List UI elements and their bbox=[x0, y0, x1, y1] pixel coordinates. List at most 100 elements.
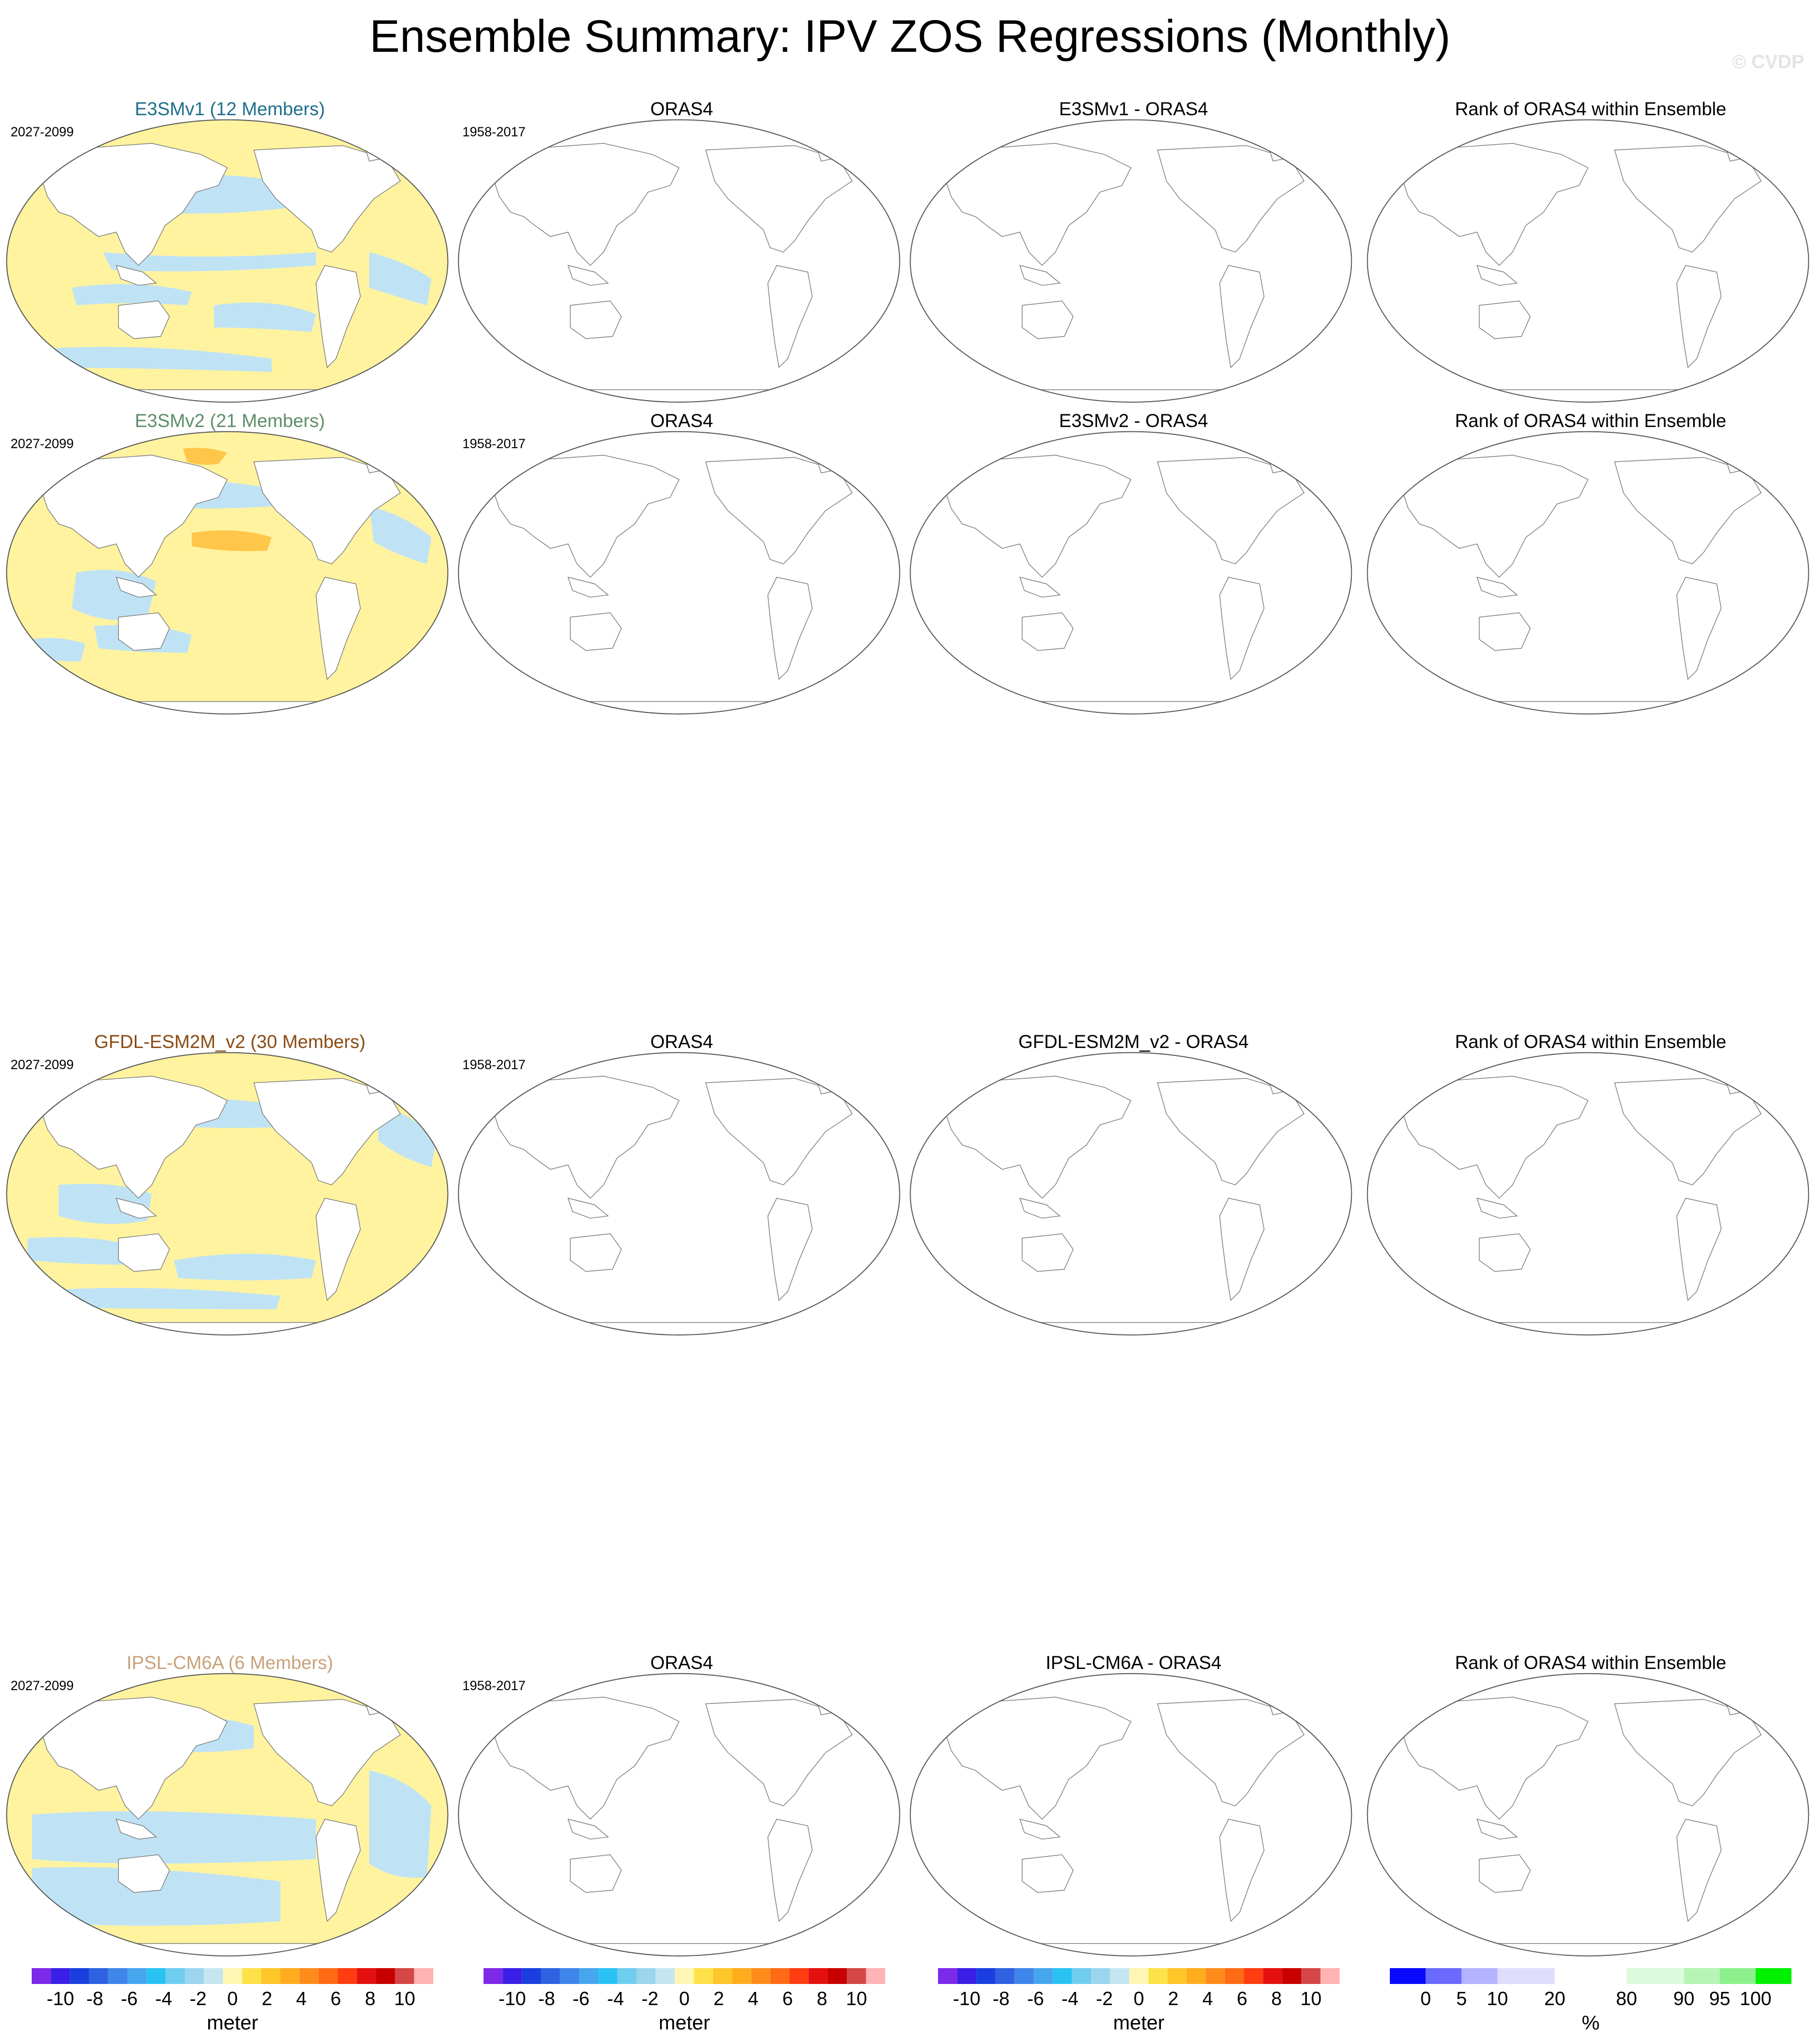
panel-title: E3SMv2 (21 Members) bbox=[135, 411, 325, 431]
australia-landmass bbox=[118, 612, 170, 651]
north-america-landmass bbox=[1614, 1078, 1762, 1185]
colorbar-unit: meter bbox=[207, 2012, 258, 2034]
rank-panel: Rank of ORAS4 within Ensemble bbox=[1366, 410, 1815, 721]
panel-title: GFDL-ESM2M_v2 - ORAS4 bbox=[1018, 1032, 1249, 1052]
colorbar-swatch bbox=[1320, 1968, 1340, 1984]
colorbar-swatch bbox=[694, 1968, 713, 1984]
colorbar-tick-label: 8 bbox=[365, 1988, 376, 2009]
australia-landmass bbox=[570, 1854, 622, 1893]
colorbar-swatch bbox=[1167, 1968, 1187, 1984]
australia-landmass bbox=[570, 300, 622, 339]
map-border bbox=[6, 1673, 449, 1956]
maritime-continent bbox=[1019, 265, 1061, 286]
colorbar-swatch bbox=[1684, 1968, 1720, 1984]
negative-anomaly-region bbox=[32, 347, 272, 372]
negative-anomaly-region bbox=[72, 284, 192, 305]
maritime-continent bbox=[567, 1198, 609, 1219]
panel-title: ORAS4 bbox=[650, 1653, 713, 1673]
negative-anomaly-region bbox=[369, 252, 432, 305]
colorbar-swatch bbox=[522, 1968, 541, 1984]
colorbar-tick-label: -10 bbox=[498, 1988, 526, 2009]
north-america-landmass bbox=[1614, 457, 1762, 564]
colorbar-swatch bbox=[376, 1968, 395, 1984]
map-border bbox=[6, 431, 449, 715]
colorbar-swatch bbox=[674, 1968, 694, 1984]
antarctica-landmass bbox=[992, 389, 1270, 402]
antarctica-landmass bbox=[540, 1322, 818, 1335]
colorbar-swatch bbox=[598, 1968, 618, 1984]
map-border bbox=[458, 1052, 900, 1336]
antarctica-landmass bbox=[88, 389, 366, 402]
panel-period: 1958-2017 bbox=[462, 125, 526, 140]
colorbar-tick-label: 4 bbox=[296, 1988, 307, 2009]
colorbar-graphic: 0 5 10 20 80 90 95 100 bbox=[1390, 1968, 1791, 2009]
colorbar-swatch bbox=[1205, 1968, 1225, 1984]
robinson-map bbox=[909, 1673, 1352, 1956]
panel-period: 2027-2099 bbox=[11, 125, 74, 140]
colorbar-tick-label: -6 bbox=[121, 1988, 138, 2009]
north-america-landmass bbox=[705, 145, 853, 253]
antarctica-landmass bbox=[540, 389, 818, 402]
map-border bbox=[458, 119, 900, 403]
maritime-continent bbox=[115, 1819, 157, 1840]
colorbar-swatch bbox=[1014, 1968, 1034, 1984]
colorbar-swatch bbox=[655, 1968, 675, 1984]
colorbar-swatch bbox=[636, 1968, 656, 1984]
colorbar-tick-label: 8 bbox=[817, 1988, 828, 2009]
south-america-landmass bbox=[315, 265, 361, 368]
colorbar-swatch bbox=[1390, 1968, 1426, 1984]
colorbar-tick-label: -8 bbox=[86, 1988, 103, 2009]
colorbar-tick-label: -4 bbox=[1062, 1988, 1079, 2009]
antarctica-landmass bbox=[992, 1943, 1270, 1956]
colorbar-swatch bbox=[579, 1968, 599, 1984]
antarctica-landmass bbox=[1449, 389, 1727, 402]
south-america-landmass bbox=[767, 1198, 813, 1301]
colorbar-tick-label: 5 bbox=[1456, 1988, 1467, 2009]
colorbar-swatch bbox=[1129, 1968, 1149, 1984]
ensemble-panel: GFDL-ESM2M_v2 (30 Members) 2027-2099 bbox=[5, 1031, 454, 1342]
colorbar-swatch bbox=[1072, 1968, 1091, 1984]
south-america-landmass bbox=[767, 1819, 813, 1922]
asia-landmass bbox=[944, 1075, 1131, 1199]
colorbar-swatch bbox=[751, 1968, 770, 1984]
positive-anomaly-region bbox=[138, 1772, 272, 1785]
australia-landmass bbox=[570, 612, 622, 651]
robinson-map bbox=[909, 119, 1352, 403]
colorbar-swatch bbox=[242, 1968, 262, 1984]
colorbar-tick-label: 100 bbox=[1740, 1988, 1771, 2009]
colorbar-tick-label: 90 bbox=[1673, 1988, 1694, 2009]
colorbar-swatch bbox=[1497, 1968, 1555, 1984]
colorbar-swatch bbox=[89, 1968, 108, 1984]
colorbar-unit: meter bbox=[658, 2012, 710, 2034]
colorbar-swatch bbox=[146, 1968, 166, 1984]
colorbar-swatch bbox=[222, 1968, 243, 1984]
south-america-landmass bbox=[1219, 1819, 1265, 1922]
colorbar-graphic: -10 -8 -6 -4 -2 0 2 4 6 8 10 bbox=[32, 1968, 433, 2009]
meter-colorbar-obs: -10 -8 -6 -4 -2 0 2 4 6 8 10 meter bbox=[478, 1966, 890, 2040]
maritime-continent bbox=[1476, 577, 1518, 598]
panel-title: E3SMv1 (12 Members) bbox=[135, 99, 325, 119]
asia-landmass bbox=[944, 143, 1131, 266]
robinson-map bbox=[1367, 431, 1809, 715]
australia-landmass bbox=[1479, 1854, 1531, 1893]
negative-anomaly-region bbox=[378, 1105, 436, 1167]
panel-title: E3SMv2 - ORAS4 bbox=[1058, 411, 1209, 431]
asia-landmass bbox=[492, 455, 680, 578]
map-border bbox=[458, 1673, 900, 1956]
antarctica-landmass bbox=[540, 1943, 818, 1956]
colorbar-swatch bbox=[108, 1968, 127, 1984]
colorbar-swatch bbox=[1555, 1968, 1627, 1984]
maritime-continent bbox=[115, 577, 157, 598]
north-america-landmass bbox=[705, 1699, 853, 1806]
colorbar-tick-label: 10 bbox=[1487, 1988, 1508, 2009]
colorbar-swatch bbox=[338, 1968, 357, 1984]
colorbar-swatch bbox=[165, 1968, 185, 1984]
antarctica-landmass bbox=[540, 701, 818, 714]
ensemble-panel: E3SMv2 (21 Members) 2027-2099 bbox=[5, 410, 454, 721]
colorbar-swatch bbox=[976, 1968, 996, 1984]
colorbar-swatch bbox=[203, 1968, 223, 1984]
asia-landmass bbox=[492, 1075, 680, 1199]
colorbar-swatch bbox=[790, 1968, 809, 1984]
maritime-continent bbox=[115, 1198, 157, 1219]
asia-landmass bbox=[492, 1696, 680, 1820]
